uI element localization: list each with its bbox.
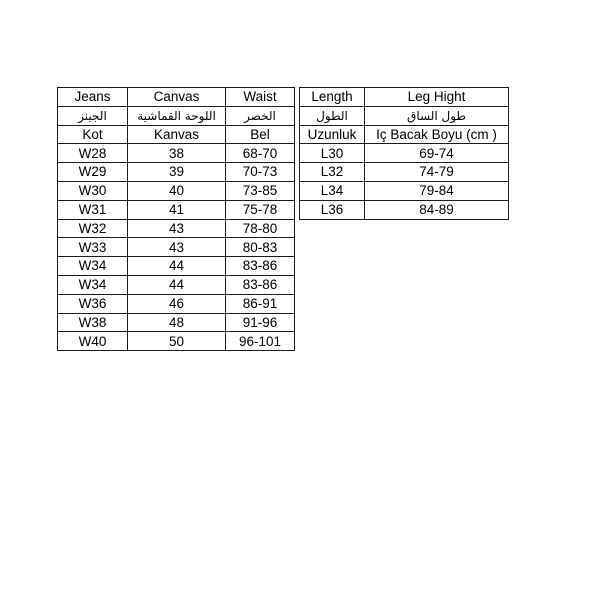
table-cell: 91-96 [225,312,295,333]
length-table-body: L30 69-74 L32 74-79 L34 79-84 L36 84-89 [299,143,509,220]
header-waist-arabic: الخصر [225,105,295,126]
header-row-turkish: Uzunluk Iç Bacak Boyu (cm ) [299,124,509,145]
table-cell: 75-78 [225,199,295,220]
table-cell: 38 [127,143,226,164]
jeans-size-table: Jeans Canvas Waist الجينز اللوحة القماشي… [57,87,295,352]
table-cell: W40 [57,331,128,352]
table-cell: W31 [57,199,128,220]
table-row: W29 39 70-73 [57,162,295,182]
header-length: Length [299,87,365,107]
table-cell: 83-86 [225,274,295,295]
table-row: W28 38 68-70 [57,143,295,164]
table-cell: L34 [299,180,365,201]
table-cell: 84-89 [364,199,509,220]
header-length-turkish: Uzunluk [299,124,365,145]
table-row: W34 44 83-86 [57,256,295,276]
table-cell: 68-70 [225,143,295,164]
table-cell: 40 [127,180,226,201]
table-row: W36 46 86-91 [57,293,295,314]
table-cell: 46 [127,293,226,314]
table-cell: 96-101 [225,331,295,352]
table-cell: 80-83 [225,237,295,258]
table-cell: 69-74 [364,143,509,164]
table-row: L36 84-89 [299,199,509,220]
table-cell: 86-91 [225,293,295,314]
header-jeans-arabic: الجينز [57,105,128,126]
header-leg-hight-arabic: طول الساق [364,105,509,126]
header-leg-hight-turkish: Iç Bacak Boyu (cm ) [364,124,509,145]
header-row-arabic: الجينز اللوحة القماشية الخصر [57,105,295,126]
table-cell: 44 [127,274,226,295]
table-row: L34 79-84 [299,180,509,201]
table-cell: 74-79 [364,162,509,182]
table-cell: 48 [127,312,226,333]
table-cell: 70-73 [225,162,295,182]
table-cell: W34 [57,256,128,276]
header-row-english: Jeans Canvas Waist [57,87,295,107]
table-cell: L30 [299,143,365,164]
table-cell: W28 [57,143,128,164]
table-row: L30 69-74 [299,143,509,164]
table-row: W33 43 80-83 [57,237,295,258]
table-row: W40 50 96-101 [57,331,295,352]
table-cell: 78-80 [225,218,295,239]
table-cell: W29 [57,162,128,182]
table-row: W32 43 78-80 [57,218,295,239]
table-cell: L32 [299,162,365,182]
table-cell: W38 [57,312,128,333]
length-size-table: Length Leg Hight الطول طول الساق Uzunluk… [299,87,509,220]
table-cell: 79-84 [364,180,509,201]
header-jeans-turkish: Kot [57,124,128,145]
table-cell: 73-85 [225,180,295,201]
header-row-arabic: الطول طول الساق [299,105,509,126]
table-cell: W32 [57,218,128,239]
header-canvas-arabic: اللوحة القماشية [127,105,226,126]
header-waist: Waist [225,87,295,107]
header-waist-turkish: Bel [225,124,295,145]
table-cell: W30 [57,180,128,201]
table-cell: 83-86 [225,256,295,276]
table-cell: 43 [127,218,226,239]
table-cell: 43 [127,237,226,258]
table-cell: 44 [127,256,226,276]
table-cell: W36 [57,293,128,314]
header-jeans: Jeans [57,87,128,107]
header-row-turkish: Kot Kanvas Bel [57,124,295,145]
header-leg-hight: Leg Hight [364,87,509,107]
size-chart-tables: Jeans Canvas Waist الجينز اللوحة القماشي… [57,87,509,352]
table-row: W38 48 91-96 [57,312,295,333]
table-row: W34 44 83-86 [57,274,295,295]
table-row: L32 74-79 [299,162,509,182]
header-canvas-turkish: Kanvas [127,124,226,145]
header-row-english: Length Leg Hight [299,87,509,107]
table-row: W30 40 73-85 [57,180,295,201]
table-cell: 41 [127,199,226,220]
table-cell: 39 [127,162,226,182]
table-cell: 50 [127,331,226,352]
jeans-table-body: W28 38 68-70 W29 39 70-73 W30 40 73-85 W31 41 75-78… [57,143,295,352]
table-cell: W34 [57,274,128,295]
table-cell: W33 [57,237,128,258]
header-canvas: Canvas [127,87,226,107]
table-row: W31 41 75-78 [57,199,295,220]
table-cell: L36 [299,199,365,220]
header-length-arabic: الطول [299,105,365,126]
